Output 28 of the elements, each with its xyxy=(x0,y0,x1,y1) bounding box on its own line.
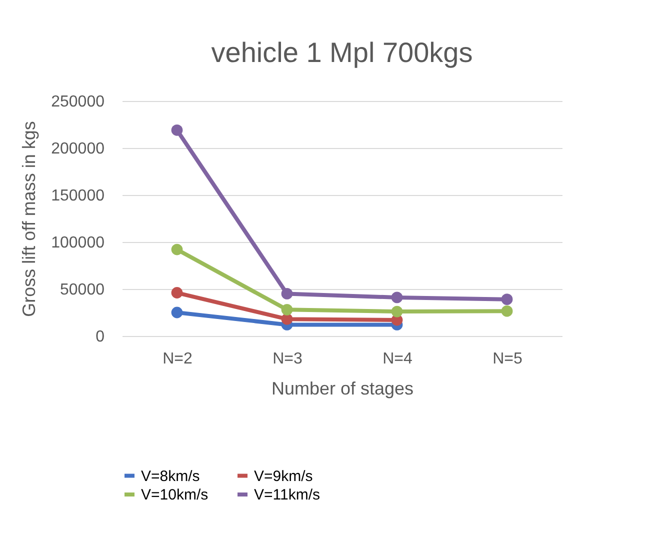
x-tick-label: N=3 xyxy=(272,350,302,368)
y-tick-label: 200000 xyxy=(51,140,105,158)
point xyxy=(391,292,403,304)
legend-label: V=8km/s xyxy=(141,468,200,485)
y-axis-title: Gross lift off mass in kgs xyxy=(19,121,40,317)
chart-title: vehicle 1 Mpl 700kgs xyxy=(211,37,473,68)
point xyxy=(171,124,183,136)
y-tick-label: 0 xyxy=(96,328,105,346)
legend-label: V=11km/s xyxy=(254,486,320,504)
y-tick-label: 150000 xyxy=(51,188,105,204)
x-tick-label: N=4 xyxy=(382,350,412,368)
legend-label: V=10km/s xyxy=(141,486,208,504)
point xyxy=(281,313,293,325)
point xyxy=(391,306,403,318)
x-tick-label: N=5 xyxy=(492,350,522,368)
y-tick-label: 50000 xyxy=(60,282,105,298)
y-tick-label: 100000 xyxy=(51,234,105,252)
legend-label: V=9km/s xyxy=(254,468,313,485)
y-tick-label: 250000 xyxy=(51,94,105,110)
point xyxy=(281,288,293,300)
point xyxy=(171,306,183,318)
point xyxy=(171,244,183,256)
point xyxy=(501,305,513,317)
x-axis-title: Number of stages xyxy=(271,378,414,398)
point xyxy=(171,287,183,298)
point xyxy=(281,304,293,316)
x-tick-label: N=2 xyxy=(162,350,192,368)
point xyxy=(501,294,513,306)
